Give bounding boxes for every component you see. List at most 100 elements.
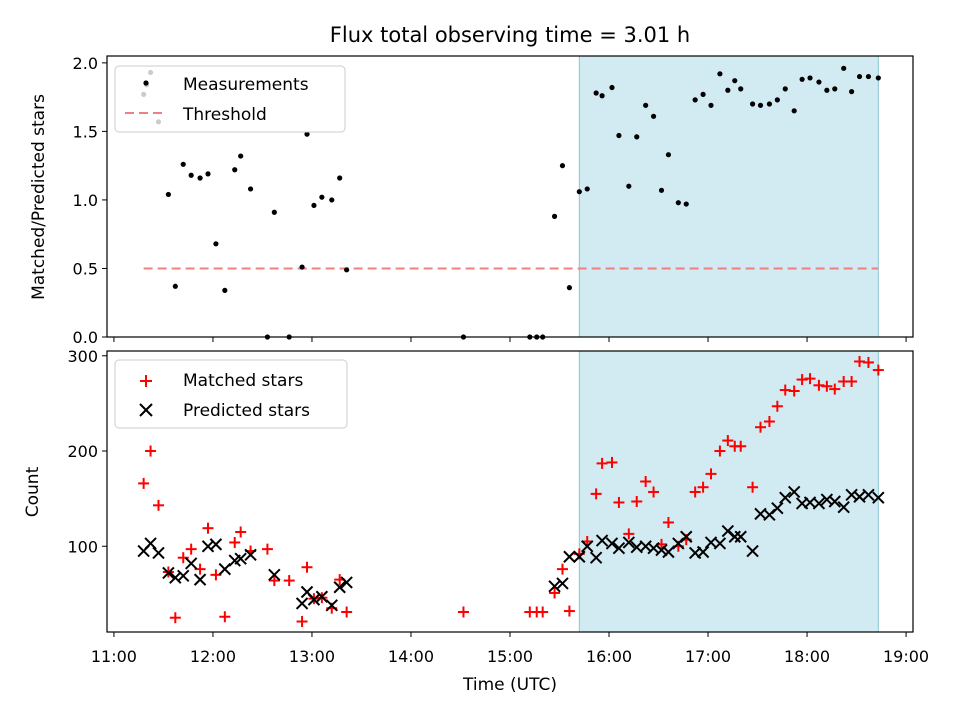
predicted-star-point [862, 488, 875, 502]
matched-star-point [747, 481, 759, 493]
ratio-y-tick-label: 1.5 [73, 122, 98, 141]
matched-star-point [537, 606, 549, 618]
matched-star-point [862, 356, 874, 368]
ratio-legend-box [114, 65, 346, 133]
measurement-point [329, 197, 335, 203]
predicted-star-point [209, 538, 223, 551]
measurement-point [865, 73, 872, 80]
matched-star-point [138, 477, 150, 489]
legend-predicted-marker [139, 403, 153, 417]
predicted-star-point [268, 568, 281, 582]
predicted-star-point [812, 497, 826, 510]
predicted-star-point [771, 501, 784, 515]
predicted-star-point [340, 576, 353, 589]
legend-threshold-label: Threshold [182, 105, 267, 125]
matched-star-point [596, 457, 608, 469]
measurement-point [165, 191, 171, 198]
ratio-highlight-span [578, 55, 879, 338]
measurement-point [559, 163, 566, 169]
predicted-star-point [177, 569, 190, 583]
measurement-point [849, 89, 855, 95]
measurement-point [576, 189, 582, 195]
predicted-star-point [622, 536, 636, 549]
measurement-point [708, 102, 714, 108]
measurement-point [824, 87, 830, 93]
predicted-star-point [244, 548, 257, 562]
measurement-point [319, 194, 325, 200]
matched-star-point [714, 445, 726, 457]
matched-star-point [549, 587, 561, 599]
measurement-point [232, 167, 238, 173]
measurement-point [593, 90, 599, 96]
ratio-legend: Measurements Threshold [114, 65, 346, 133]
measurement-point [700, 91, 706, 97]
x-tick-label: 17:00 [685, 647, 731, 666]
measurement-point [856, 73, 863, 80]
measurement-point [875, 75, 881, 81]
matched-star-point [457, 606, 469, 618]
measurement-point [634, 134, 640, 140]
predicted-star-point [307, 593, 321, 606]
measurement-point [717, 71, 723, 77]
matched-star-point [771, 400, 783, 412]
predicted-star-point [837, 501, 850, 514]
x-tick-label: 13:00 [289, 647, 335, 666]
predicted-star-point [595, 534, 609, 547]
matched-star-point [829, 383, 841, 395]
measurement-point [299, 264, 305, 270]
predicted-star-point [333, 581, 346, 594]
matched-star-point [202, 522, 214, 534]
ratio-y-tick-label: 0.0 [73, 328, 98, 347]
measurement-point [766, 101, 773, 107]
predicted-star-point [746, 544, 759, 558]
predicted-star-point [556, 577, 569, 590]
measurement-point [738, 86, 744, 92]
measurement-point [304, 131, 310, 137]
matched-star-point [689, 486, 701, 498]
x-axis-label: Time (UTC) [462, 675, 557, 695]
count-panel: 100 200 300 11:00 12:00 13:00 14:00 15:00 16:00 1… [23, 347, 929, 695]
matched-star-point [219, 611, 231, 623]
matched-star-point [705, 468, 717, 480]
predicted-star-point [779, 491, 792, 504]
measurement-point [725, 87, 731, 93]
measurement-point [757, 102, 764, 108]
ratio-panel: 0.00.51.01.52.0 Matched/Predicted stars … [29, 54, 914, 347]
matched-star-point [722, 435, 734, 447]
predicted-star-point [563, 550, 576, 563]
measurement-point [599, 93, 605, 99]
predicted-star-point [193, 573, 207, 586]
measurement-point [832, 86, 838, 92]
predicted-star-point [655, 543, 668, 557]
matched-star-point [169, 612, 181, 624]
matched-star-point [613, 496, 625, 508]
matched-star-point [268, 575, 280, 587]
matched-star-point [697, 481, 709, 493]
matched-star-point [763, 415, 775, 427]
count-y-axis-label: Count [23, 466, 43, 517]
predicted-star-point [696, 545, 710, 559]
x-tick-label: 16:00 [586, 647, 632, 666]
ratio-y-axis-label: Matched/Predicted stars [29, 94, 49, 300]
matched-star-point [185, 543, 197, 555]
predicted-star-point [612, 541, 626, 555]
matched-star-point [788, 385, 800, 397]
measurement-point [807, 75, 813, 81]
predicted-star-point [605, 537, 619, 550]
measurement-point [311, 202, 317, 209]
matched-star-point [145, 445, 157, 457]
measurement-point [650, 113, 657, 119]
matched-star-point [556, 563, 568, 575]
measurement-point [626, 183, 632, 189]
predicted-star-point [234, 552, 247, 565]
matched-star-point [296, 616, 308, 628]
legend-matched-marker [140, 375, 152, 387]
predicted-star-point [162, 566, 175, 580]
predicted-star-point [662, 545, 675, 559]
measurement-point [213, 241, 219, 247]
predicted-star-point [680, 530, 693, 543]
matched-star-point [563, 605, 575, 617]
measurement-point [816, 79, 822, 85]
predicted-star-point [152, 546, 165, 560]
